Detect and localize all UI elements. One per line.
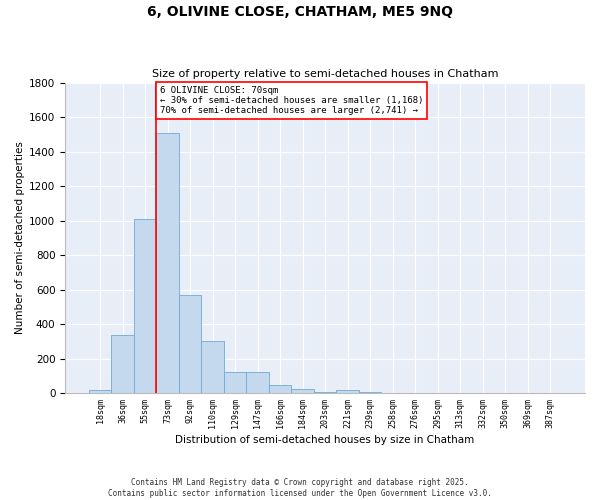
Y-axis label: Number of semi-detached properties: Number of semi-detached properties [15,142,25,334]
Bar [201,342,224,393]
Bar [111,336,134,393]
Bar [156,132,179,393]
Bar [247,372,269,393]
Text: 6, OLIVINE CLOSE, CHATHAM, ME5 9NQ: 6, OLIVINE CLOSE, CHATHAM, ME5 9NQ [147,5,453,19]
Bar [134,219,156,393]
Bar [314,392,337,393]
Bar [179,295,201,393]
Bar [359,392,382,393]
Bar [269,386,292,393]
Text: Contains HM Land Registry data © Crown copyright and database right 2025.
Contai: Contains HM Land Registry data © Crown c… [108,478,492,498]
Text: 6 OLIVINE CLOSE: 70sqm
← 30% of semi-detached houses are smaller (1,168)
70% of : 6 OLIVINE CLOSE: 70sqm ← 30% of semi-det… [160,86,423,116]
X-axis label: Distribution of semi-detached houses by size in Chatham: Distribution of semi-detached houses by … [175,435,475,445]
Title: Size of property relative to semi-detached houses in Chatham: Size of property relative to semi-detach… [152,69,499,79]
Bar [292,389,314,393]
Bar [89,390,111,393]
Bar [224,372,247,393]
Bar [337,390,359,393]
